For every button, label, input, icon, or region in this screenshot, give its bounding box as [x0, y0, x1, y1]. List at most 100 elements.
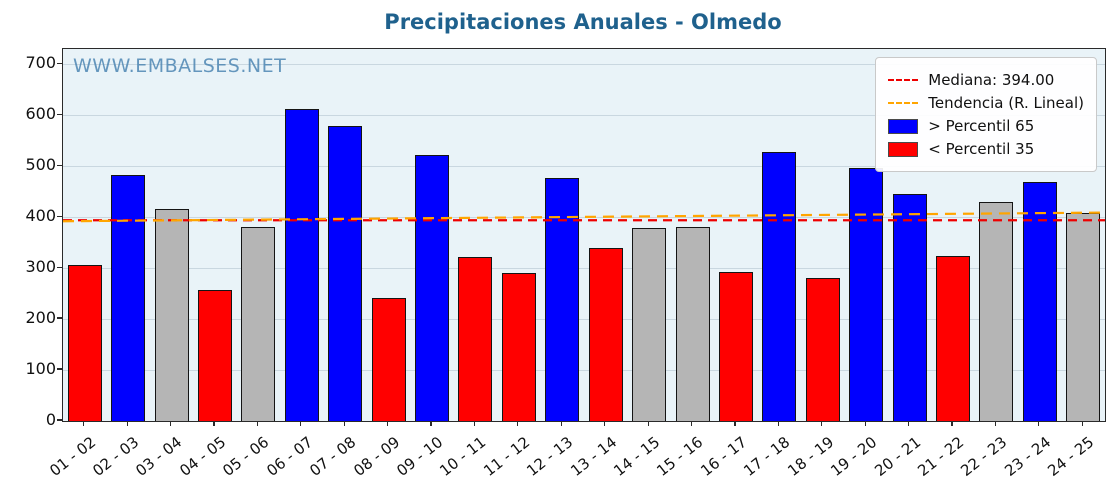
x-tick-label: 05 - 06 — [219, 433, 273, 480]
x-tick-mark — [777, 421, 779, 426]
bar — [718, 272, 753, 421]
legend: Mediana: 394.00 Tendencia (R. Lineal) > Pe… — [875, 57, 1097, 172]
x-tick-label: 22 - 23 — [957, 433, 1011, 480]
x-tick-mark — [256, 421, 258, 426]
x-tick-label: 02 - 03 — [89, 433, 143, 480]
watermark: WWW.EMBALSES.NET — [73, 55, 287, 77]
x-tick-mark — [690, 421, 693, 426]
bar — [154, 208, 189, 421]
bar — [284, 109, 319, 421]
bar — [849, 168, 884, 421]
y-tick-mark — [57, 215, 62, 217]
x-tick-label: 14 - 15 — [610, 433, 664, 480]
x-tick-label: 07 - 08 — [306, 433, 360, 480]
y-tick-label: 200 — [25, 308, 56, 328]
x-tick-label: 16 - 17 — [697, 433, 751, 480]
bar — [1022, 181, 1057, 421]
y-tick-mark — [57, 62, 62, 64]
x-tick-mark — [604, 421, 606, 426]
chart-lines — [63, 211, 1105, 223]
legend-label: > Percentil 65 — [928, 117, 1035, 135]
y-tick-mark — [57, 266, 62, 268]
legend-swatch — [888, 118, 919, 134]
x-tick-mark — [169, 421, 172, 426]
x-tick-mark — [430, 421, 432, 426]
x-tick-label: 13 - 14 — [566, 433, 620, 480]
gridline — [63, 318, 1105, 320]
x-tick-mark — [83, 421, 85, 426]
x-tick-label: 12 - 13 — [523, 433, 577, 480]
bar — [545, 177, 580, 421]
x-tick-mark — [951, 421, 953, 426]
gridline — [63, 165, 1105, 167]
x-tick-label: 06 - 07 — [262, 433, 316, 480]
legend-swatch — [888, 102, 919, 104]
bar — [111, 174, 146, 421]
x-tick-label: 08 - 09 — [349, 433, 403, 480]
x-tick-mark — [864, 421, 866, 426]
bar — [936, 256, 971, 421]
gridline — [63, 267, 1105, 269]
x-tick-label: 11 - 12 — [480, 433, 533, 480]
bar — [371, 298, 406, 421]
x-tick-mark — [343, 421, 345, 426]
gridline — [63, 114, 1105, 116]
legend-item: > Percentil 65 — [888, 117, 1084, 135]
x-tick-mark — [908, 421, 910, 426]
bar — [979, 201, 1014, 421]
gridline — [63, 369, 1105, 371]
x-tick-label: 15 - 16 — [653, 433, 707, 480]
y-tick-label: 300 — [25, 257, 56, 277]
x-tick-mark — [473, 421, 476, 426]
bar — [458, 257, 493, 421]
x-tick-label: 10 - 11 — [436, 433, 490, 480]
y-axis: 0 100 200 300 400 500 600 700 — [0, 48, 56, 429]
bar — [328, 126, 363, 421]
bar — [501, 273, 536, 421]
x-tick-mark — [647, 421, 649, 426]
plot-area: WWW.EMBALSES.NET Mediana: 394.00 Tendenci… — [62, 48, 1106, 422]
x-tick-mark — [126, 421, 128, 426]
x-tick-label: 21 - 22 — [914, 433, 968, 480]
y-tick-label: 0 — [45, 410, 56, 429]
x-tick-mark — [1081, 421, 1083, 426]
bar — [197, 289, 232, 421]
chart-title: Precipitaciones Anuales - Olmedo — [384, 10, 782, 34]
x-tick-mark — [387, 421, 389, 426]
y-tick-label: 400 — [25, 206, 56, 226]
y-tick-mark — [57, 164, 62, 166]
x-axis: 01 - 02 02 - 03 03 - 04 04 - 05 05 - 06 06 - … — [46, 421, 1104, 499]
y-tick-mark — [57, 419, 62, 421]
bar — [805, 278, 840, 421]
x-tick-mark — [821, 421, 823, 426]
bar — [241, 227, 276, 421]
y-tick-mark — [57, 113, 62, 115]
x-tick-label: 04 - 05 — [176, 433, 230, 480]
trend-line — [63, 211, 1105, 223]
legend-label: < Percentil 35 — [928, 140, 1035, 158]
x-tick-label: 23 - 24 — [1001, 433, 1054, 480]
legend-swatch — [888, 79, 919, 81]
x-tick-mark — [994, 421, 997, 426]
x-tick-label: 17 - 18 — [740, 433, 794, 480]
x-tick-label: 03 - 04 — [132, 433, 186, 480]
legend-item: Mediana: 394.00 — [888, 71, 1084, 89]
x-tick-mark — [517, 421, 519, 426]
bar — [632, 228, 667, 421]
bar — [588, 248, 623, 421]
legend-label: Mediana: 394.00 — [928, 71, 1055, 89]
legend-item: Tendencia (R. Lineal) — [888, 94, 1084, 112]
x-tick-mark — [300, 421, 302, 426]
x-tick-mark — [734, 421, 736, 426]
x-tick-mark — [1038, 421, 1040, 426]
legend-swatch — [888, 141, 919, 157]
y-tick-label: 500 — [25, 155, 56, 175]
y-tick-mark — [57, 368, 62, 370]
bar — [1066, 213, 1101, 421]
x-tick-label: 09 - 10 — [393, 433, 447, 480]
x-tick-label: 24 - 25 — [1044, 433, 1098, 480]
x-tick-label: 01 - 02 — [45, 433, 99, 480]
bar — [67, 264, 102, 421]
x-tick-label: 19 - 20 — [827, 433, 881, 480]
